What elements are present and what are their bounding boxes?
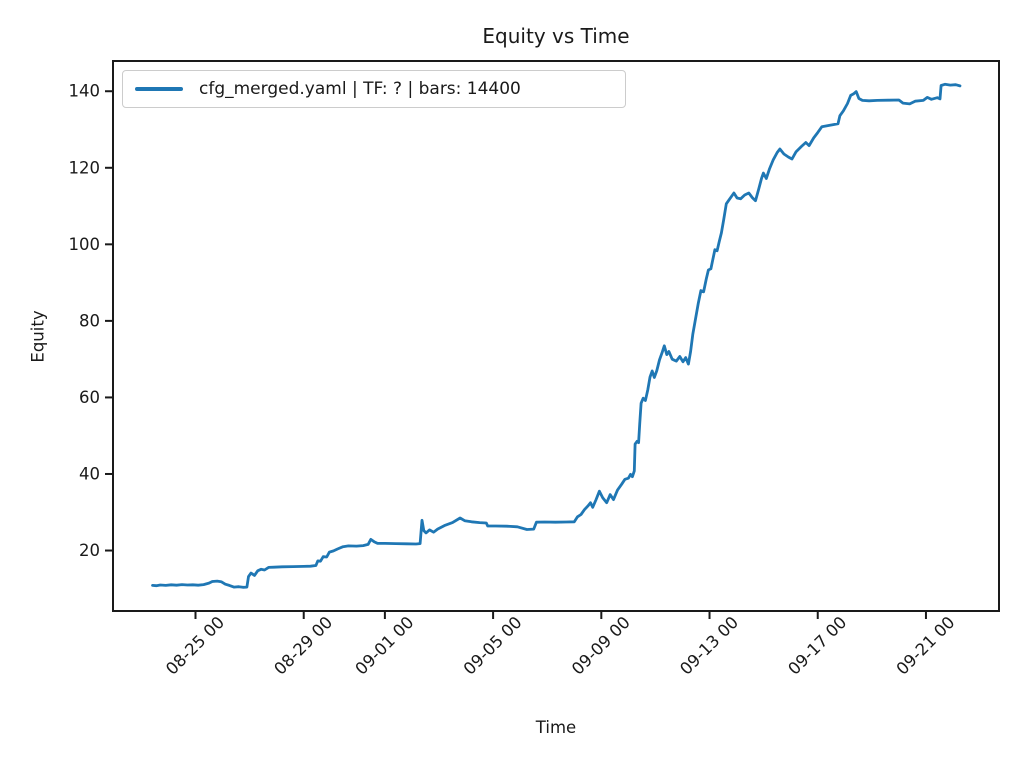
y-tick-label: 140	[69, 82, 101, 101]
x-tick-label: 09-09 00	[568, 613, 634, 679]
x-axis-label: Time	[535, 718, 577, 737]
y-tick-label: 80	[79, 311, 100, 330]
x-tick-label: 09-01 00	[352, 613, 418, 679]
x-tick-label: 08-29 00	[270, 613, 336, 679]
y-tick-label: 40	[79, 464, 100, 483]
y-tick-label: 60	[79, 388, 100, 407]
legend-line-sample	[135, 87, 183, 91]
y-tick-label: 100	[69, 235, 101, 254]
x-tick-label: 09-13 00	[676, 613, 742, 679]
y-tick-label: 20	[79, 541, 100, 560]
y-tick-label: 120	[69, 158, 101, 177]
x-tick-label: 09-17 00	[784, 613, 850, 679]
chart-title: Equity vs Time	[482, 24, 630, 48]
x-tick-label: 09-05 00	[460, 613, 526, 679]
equity-line	[151, 82, 962, 589]
axes-spines	[112, 60, 1000, 612]
legend-box: cfg_merged.yaml | TF: ? | bars: 14400	[122, 70, 626, 108]
x-tick-label: 08-25 00	[162, 613, 228, 679]
x-tick-label: 09-21 00	[893, 613, 959, 679]
legend-label: cfg_merged.yaml | TF: ? | bars: 14400	[199, 79, 521, 99]
